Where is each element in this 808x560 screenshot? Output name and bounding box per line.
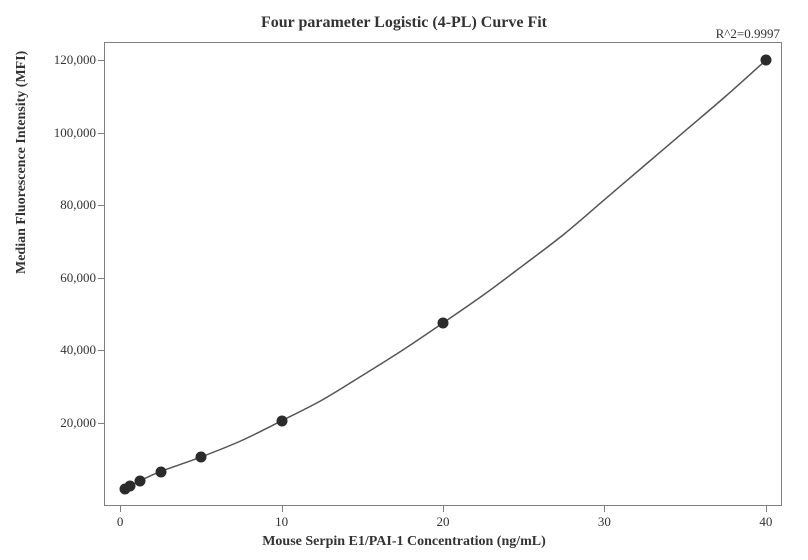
x-tick-label: 0: [105, 514, 135, 530]
y-tick-label: 100,000: [54, 125, 96, 141]
y-tick-mark: [98, 205, 104, 206]
x-tick-label: 40: [751, 514, 781, 530]
y-tick-label: 120,000: [54, 52, 96, 68]
data-point: [135, 475, 146, 486]
x-tick-label: 30: [589, 514, 619, 530]
data-point: [276, 415, 287, 426]
x-tick-mark: [282, 506, 283, 512]
y-tick-label: 60,000: [60, 270, 96, 286]
x-tick-label: 20: [428, 514, 458, 530]
curve-path: [125, 60, 766, 488]
y-tick-mark: [98, 350, 104, 351]
y-tick-label: 40,000: [60, 342, 96, 358]
fitted-curve: [0, 0, 808, 560]
chart-container: Four parameter Logistic (4-PL) Curve Fit…: [0, 0, 808, 560]
y-tick-mark: [98, 60, 104, 61]
y-tick-mark: [98, 423, 104, 424]
x-tick-mark: [443, 506, 444, 512]
data-point: [195, 452, 206, 463]
y-tick-mark: [98, 133, 104, 134]
x-tick-mark: [766, 506, 767, 512]
x-tick-label: 10: [267, 514, 297, 530]
data-point: [155, 466, 166, 477]
x-tick-mark: [604, 506, 605, 512]
x-tick-mark: [120, 506, 121, 512]
data-point: [760, 55, 771, 66]
y-tick-mark: [98, 278, 104, 279]
y-tick-label: 80,000: [60, 197, 96, 213]
y-tick-label: 20,000: [60, 415, 96, 431]
data-point: [438, 317, 449, 328]
